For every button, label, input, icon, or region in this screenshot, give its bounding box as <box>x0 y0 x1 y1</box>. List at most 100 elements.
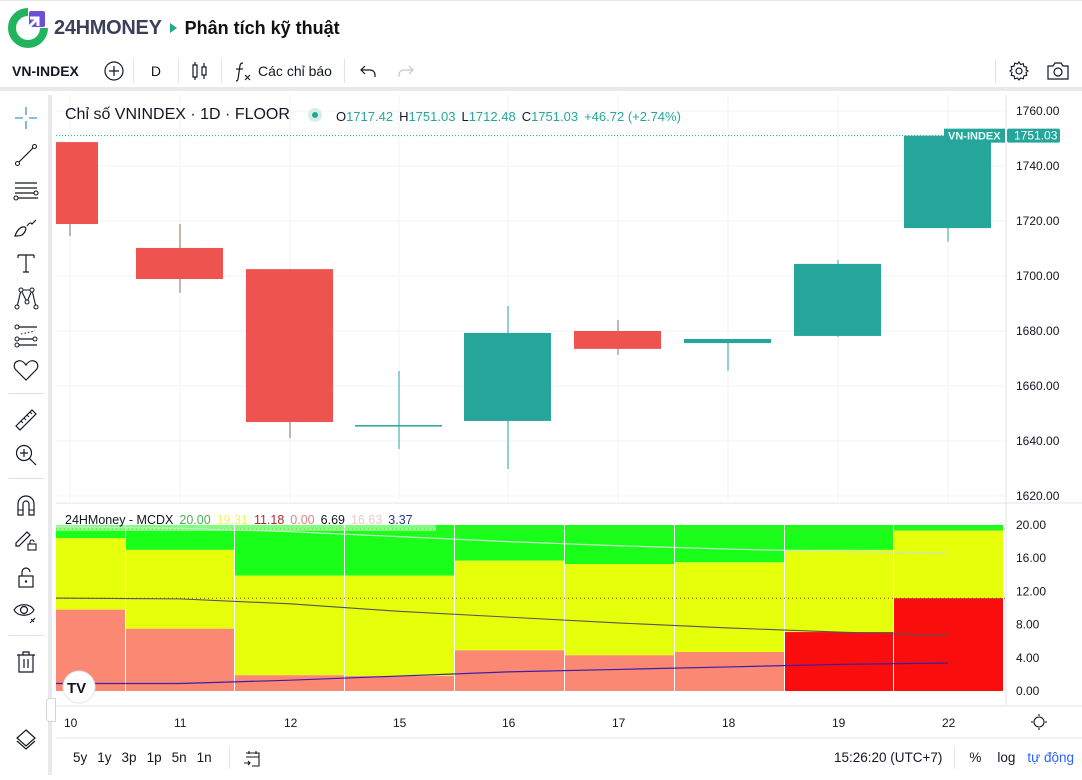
svg-text:10: 10 <box>64 716 78 730</box>
brush-tool[interactable] <box>10 212 42 242</box>
zoom-in-icon <box>15 444 37 466</box>
pattern-tool[interactable] <box>10 283 42 313</box>
mcdx-axis[interactable]: 20.00 16.00 12.00 8.00 4.00 0.00 <box>1016 518 1046 698</box>
drawing-toolbar <box>0 95 52 775</box>
measure-tool[interactable] <box>10 405 42 435</box>
goto-date-button[interactable] <box>242 748 262 768</box>
open-label: O <box>335 109 347 124</box>
horizontal-lines-icon <box>13 182 39 201</box>
interval-button[interactable]: D <box>150 63 162 79</box>
indicator-values: 20.00 19.31 11.18 0.00 6.69 16.63 3.37 <box>179 513 412 527</box>
svg-text:12.00: 12.00 <box>1016 584 1046 598</box>
clock-timezone[interactable]: 15:26:20 (UTC+7) <box>833 750 943 765</box>
svg-text:1720.00: 1720.00 <box>1016 214 1060 228</box>
svg-text:1740.00: 1740.00 <box>1016 159 1060 173</box>
svg-text:19: 19 <box>832 716 846 730</box>
percent-scale-toggle[interactable]: % <box>969 750 982 765</box>
settings-button[interactable] <box>996 53 1038 89</box>
redo-icon <box>398 65 414 77</box>
range-button-3p[interactable]: 3p <box>121 750 137 765</box>
svg-text:4.00: 4.00 <box>1016 651 1040 665</box>
close-label: C <box>521 109 532 124</box>
tradingview-logo[interactable]: TV <box>62 670 96 704</box>
magnet-icon <box>17 495 35 516</box>
remove-drawings-tool[interactable] <box>10 647 42 677</box>
mcdx-line <box>56 662 949 685</box>
chart-container[interactable]: 1760.00 1740.00 1720.00 1700.00 1680.00 1660.… <box>55 95 1082 775</box>
crosshair-tool[interactable] <box>10 103 42 133</box>
series-title[interactable]: Chỉ số VNINDEX · 1D · FLOOR <box>65 105 290 123</box>
range-button-1p[interactable]: 1p <box>146 750 162 765</box>
symbol-search-button[interactable]: VN-INDEX <box>12 63 79 79</box>
toolbar-divider <box>132 59 134 83</box>
toolbar-divider <box>995 59 996 83</box>
undo-icon <box>360 65 376 77</box>
logo[interactable]: 24HMONEY <box>8 8 162 48</box>
main-series-legend: Chỉ số VNINDEX · 1D · FLOOR O1717.42 H17… <box>65 105 681 125</box>
lock-drawing-icon <box>15 531 37 551</box>
toolbar-divider <box>8 635 44 636</box>
chart-settings-icon[interactable] <box>1031 714 1047 730</box>
redo-button[interactable] <box>387 53 425 89</box>
svg-text:VN-INDEX: VN-INDEX <box>948 131 1001 143</box>
brush-icon <box>14 219 37 237</box>
range-button-5n[interactable]: 5n <box>171 750 187 765</box>
fib-icon <box>14 324 38 348</box>
candlestick-chart[interactable]: 1760.001740.001720.001700.001680.001660.… <box>55 95 1082 775</box>
svg-text:16: 16 <box>502 716 516 730</box>
candle[interactable] <box>904 135 991 242</box>
magnet-tool[interactable] <box>10 490 42 520</box>
object-tree-tool[interactable] <box>10 725 42 755</box>
fib-tool[interactable] <box>10 320 42 350</box>
svg-text:16.00: 16.00 <box>1016 551 1046 565</box>
market-status-icon <box>307 107 322 122</box>
layers-icon <box>16 729 36 750</box>
bottom-toolbar: 5y 1y 3p 1p 5n 1n 15:26:20 (UTC+7) % log tự đ… <box>56 740 1082 775</box>
candle[interactable] <box>136 224 223 294</box>
lock-drawings-tool[interactable] <box>10 525 42 555</box>
favorites-tool[interactable] <box>10 355 42 385</box>
snapshot-button[interactable] <box>1038 53 1082 89</box>
svg-text:1760.00: 1760.00 <box>1016 104 1060 118</box>
open-value: 1717.42 <box>346 109 394 124</box>
collapse-toolbar-handle[interactable] <box>46 698 56 722</box>
lock-icon <box>18 567 34 588</box>
candle[interactable] <box>794 260 881 338</box>
zoom-in-tool[interactable] <box>10 440 42 470</box>
text-tool[interactable] <box>10 248 42 278</box>
range-button-1n[interactable]: 1n <box>196 750 212 765</box>
svg-text:17: 17 <box>612 716 626 730</box>
chart-type-button[interactable] <box>179 53 221 89</box>
range-button-5y[interactable]: 5y <box>73 750 88 765</box>
horizontal-lines-tool[interactable] <box>10 175 42 205</box>
undo-button[interactable] <box>345 53 387 89</box>
indicators-button[interactable]: Các chỉ báo <box>222 53 344 89</box>
text-icon <box>17 254 35 273</box>
crosshair-icon <box>15 107 37 129</box>
toolbar-divider <box>221 59 223 83</box>
trend-line-tool[interactable] <box>10 140 42 170</box>
pattern-icon <box>14 287 39 310</box>
candle[interactable] <box>464 305 551 470</box>
svg-text:1680.00: 1680.00 <box>1016 324 1060 338</box>
hide-drawings-tool[interactable] <box>10 597 42 627</box>
add-symbol-icon <box>104 61 124 81</box>
svg-text:TV: TV <box>67 680 86 697</box>
lock-all-tool[interactable] <box>10 562 42 592</box>
indicator-title[interactable]: 24HMoney - MCDX <box>65 513 174 527</box>
candle[interactable] <box>684 338 771 371</box>
candle[interactable] <box>355 370 442 449</box>
toolbar-divider <box>8 478 44 479</box>
price-axis[interactable]: 1760.00 1740.00 1720.00 1700.00 1680.00 1660.… <box>1016 104 1060 503</box>
log-scale-toggle[interactable]: log <box>997 750 1016 765</box>
goto-date-icon <box>243 750 260 767</box>
candle[interactable] <box>246 269 333 438</box>
candle[interactable] <box>56 142 98 237</box>
time-axis[interactable]: 10 11 12 15 16 17 18 19 22 <box>64 716 956 730</box>
auto-scale-toggle[interactable]: tự động <box>1027 750 1074 765</box>
compare-add-button[interactable] <box>103 53 133 89</box>
toolbar-divider <box>343 59 345 83</box>
range-button-1y[interactable]: 1y <box>97 750 112 765</box>
candle[interactable] <box>574 320 661 355</box>
toolbar-divider <box>228 746 230 769</box>
